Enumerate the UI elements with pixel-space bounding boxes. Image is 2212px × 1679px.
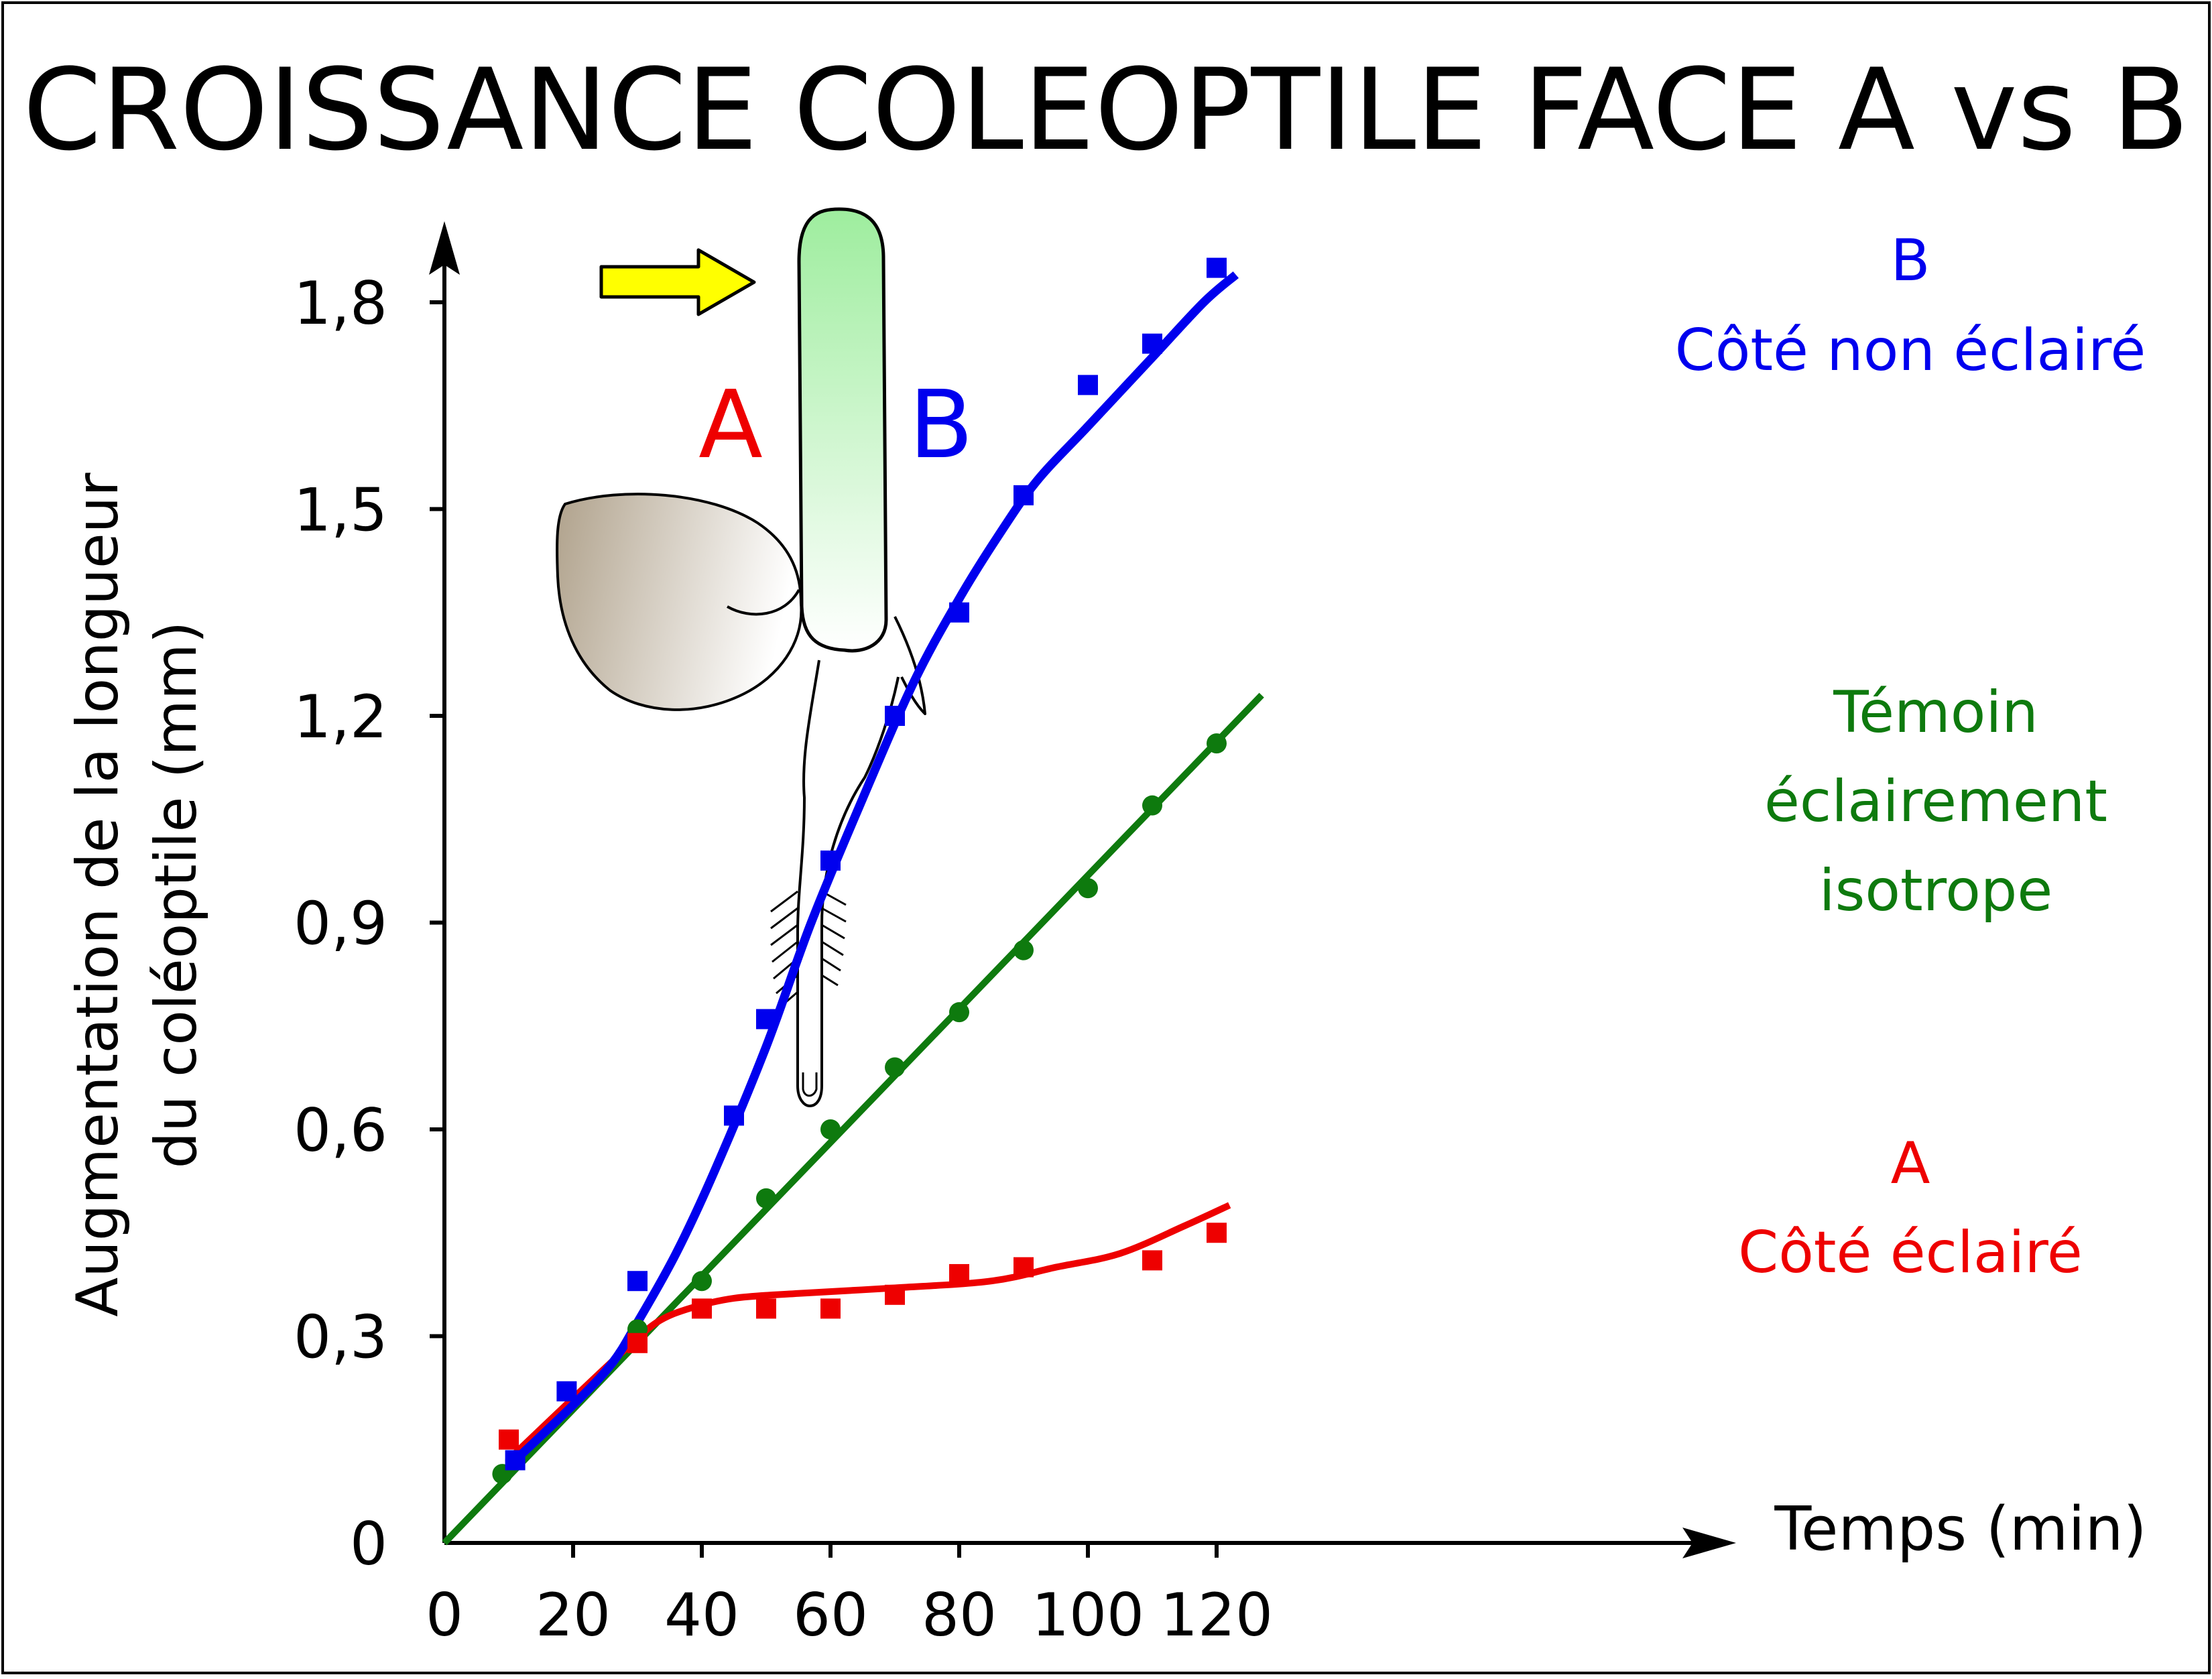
coleoptile-illustration: A B (556, 207, 973, 1108)
series-label-temoin: Témoin éclairement isotrope (1764, 679, 2107, 924)
data-point-b (505, 1450, 526, 1471)
data-point-temoin (756, 1188, 776, 1208)
y-tick-label: 1,2 (294, 682, 387, 751)
series-label-a-line1: A (1891, 1130, 1930, 1197)
x-tick-label: 0 (426, 1580, 463, 1650)
chart-title: CROISSANCE COLEOPTILE FACE A vs B (23, 44, 2189, 176)
data-point-a (627, 1332, 648, 1353)
data-point-b (1142, 333, 1162, 354)
data-markers (492, 257, 1227, 1485)
coleoptile-shape (797, 207, 888, 653)
data-point-temoin (949, 1002, 969, 1023)
data-point-a (1013, 1257, 1034, 1278)
seed-shape (556, 493, 803, 711)
data-point-temoin (1013, 940, 1034, 960)
data-point-temoin (1142, 795, 1162, 816)
data-point-temoin (1078, 878, 1098, 899)
data-point-a (1142, 1250, 1162, 1271)
series-label-a: A Côté éclairé (1738, 1130, 2083, 1286)
data-point-b (627, 1271, 648, 1292)
x-tick-label: 40 (664, 1580, 739, 1650)
data-point-a (820, 1298, 841, 1319)
axes (442, 261, 1703, 1545)
data-point-b (885, 706, 905, 726)
axis-ticks: 0 20 40 60 80 100 120 0 0,3 0,6 0,9 1,2 1,5 1,8 (294, 269, 1273, 1650)
series-label-temoin-line3: isotrope (1819, 857, 2053, 924)
data-point-b (724, 1105, 744, 1126)
seed-curl (727, 589, 800, 616)
data-point-b (556, 1381, 577, 1402)
x-tick-label: 80 (922, 1580, 997, 1650)
illustration-label-b: B (909, 371, 973, 480)
data-point-b (1013, 485, 1034, 505)
y-axis-label-line2: du coléoptile (mm) (143, 621, 210, 1169)
x-tick-label: 100 (1032, 1580, 1144, 1650)
y-tick-label: 0 (350, 1509, 387, 1578)
y-tick-label: 0,3 (294, 1303, 387, 1372)
data-point-a (692, 1298, 712, 1319)
data-point-b (1078, 375, 1098, 395)
data-point-b (949, 602, 969, 623)
y-tick-label: 1,8 (294, 269, 387, 338)
data-point-a (756, 1298, 776, 1319)
data-point-a (499, 1429, 519, 1450)
x-axis-label: Temps (min) (1774, 1494, 2146, 1564)
data-point-a (1207, 1223, 1227, 1243)
data-point-b (820, 850, 841, 871)
x-tick-label: 20 (536, 1580, 611, 1650)
data-point-a (885, 1284, 905, 1305)
x-tick-label: 120 (1160, 1580, 1273, 1650)
series-label-b: B Côté non éclairé (1675, 227, 2146, 384)
data-point-temoin (1207, 733, 1227, 754)
data-point-b (1207, 257, 1227, 278)
data-point-a (949, 1263, 969, 1284)
root-tip-inner (802, 1072, 818, 1097)
illustration-label-a: A (698, 371, 763, 480)
light-arrow-icon (599, 248, 756, 316)
series-label-temoin-line2: éclairement (1764, 768, 2107, 835)
series-label-b-line2: Côté non éclairé (1675, 317, 2146, 384)
y-axis-label-group: Augmentation de la longueur du coléoptil… (64, 473, 210, 1317)
data-point-temoin (692, 1271, 712, 1292)
x-tick-label: 60 (793, 1580, 868, 1650)
data-point-temoin (820, 1119, 841, 1139)
y-axis-arrow-icon (429, 221, 460, 275)
y-axis-label-line1: Augmentation de la longueur (64, 473, 131, 1317)
root-shape (796, 660, 900, 1108)
data-point-b (756, 1009, 776, 1030)
data-point-temoin (885, 1057, 905, 1078)
series-label-b-line1: B (1891, 227, 1930, 294)
y-tick-label: 0,6 (294, 1096, 387, 1165)
series-label-a-line2: Côté éclairé (1738, 1219, 2083, 1286)
y-tick-label: 0,9 (294, 889, 387, 958)
y-tick-label: 1,5 (294, 476, 387, 545)
series-label-temoin-line1: Témoin (1833, 679, 2038, 746)
x-axis-arrow-icon (1682, 1528, 1736, 1558)
